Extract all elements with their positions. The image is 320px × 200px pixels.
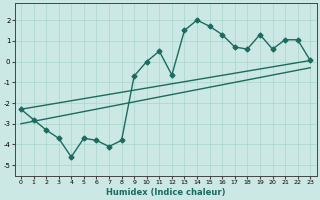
X-axis label: Humidex (Indice chaleur): Humidex (Indice chaleur) [106,188,225,197]
